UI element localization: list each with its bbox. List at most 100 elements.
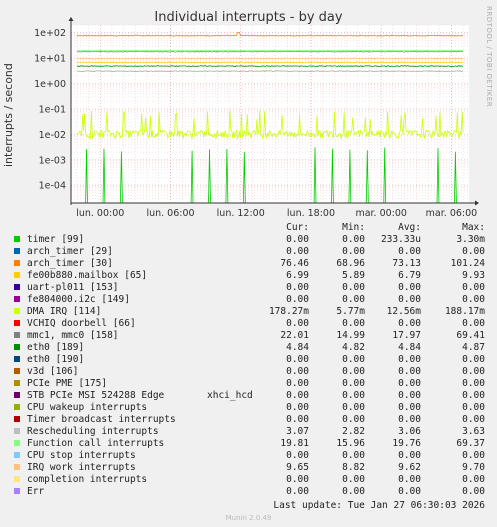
legend-min: 8.82 <box>342 462 365 473</box>
legend-swatch <box>14 452 20 458</box>
legend-min: 5.77m <box>336 306 365 317</box>
legend-cur: 0.00 <box>286 366 309 377</box>
legend-name: arch_timer [30] <box>27 258 113 269</box>
legend-name: PCIe PME [175] <box>27 378 108 389</box>
x-tick-label: lun. 18:00 <box>287 208 335 219</box>
series-line <box>76 57 464 60</box>
legend-swatch <box>14 260 20 266</box>
legend-swatch <box>14 344 20 350</box>
legend-name: Rescheduling interrupts <box>27 426 159 437</box>
chart-title: Individual interrupts - by day <box>154 10 343 25</box>
legend-swatch <box>14 272 20 278</box>
legend-name: Timer broadcast interrupts <box>27 414 176 425</box>
x-tick-label: mar. 06:00 <box>426 208 478 219</box>
legend-avg: 19.76 <box>392 438 421 449</box>
legend-max: 188.17m <box>444 306 485 317</box>
legend-max: 0.00 <box>462 390 485 401</box>
legend-swatch <box>14 404 20 410</box>
legend-swatch <box>14 284 20 290</box>
legend-swatch <box>14 320 20 326</box>
x-tick-label: lun. 00:00 <box>76 208 124 219</box>
legend-row: arch_timer [30] 76.46 68.96 73.13 101.24 <box>0 258 497 270</box>
legend-max: 0.00 <box>462 402 485 413</box>
legend-row: eth0 [189] 4.84 4.82 4.84 4.87 <box>0 342 497 354</box>
legend-row: Err 0.00 0.00 0.00 0.00 <box>0 486 497 498</box>
legend-avg: 9.62 <box>398 462 421 473</box>
legend-min: 15.96 <box>336 438 365 449</box>
rrdtool-credit: RRDTOOL / TOBI OETIKER <box>485 6 493 108</box>
legend-avg: 0.00 <box>398 414 421 425</box>
legend-max: 3.63 <box>462 426 485 437</box>
legend-max: 3.30m <box>456 234 485 245</box>
legend-avg: 233.33u <box>380 234 421 245</box>
legend-swatch <box>14 236 20 242</box>
legend-min: 0.00 <box>342 318 365 329</box>
legend-cur: 0.00 <box>286 390 309 401</box>
legend-min: 0.00 <box>342 450 365 461</box>
y-tick-label: 1e+01 <box>34 54 66 65</box>
legend-avg: 17.97 <box>392 330 421 341</box>
legend-name: Err <box>27 486 45 497</box>
legend-max: 0.00 <box>462 486 485 497</box>
legend-header: Cur: Min: Avg: Max: <box>0 222 497 234</box>
legend-cur: 0.00 <box>286 474 309 485</box>
legend-swatch <box>14 476 20 482</box>
legend-swatch <box>14 392 20 398</box>
x-tick-label: mar. 00:00 <box>355 208 407 219</box>
x-axis-arrow <box>475 200 479 206</box>
legend-max: 0.00 <box>462 282 485 293</box>
y-axis-arrow <box>68 17 74 21</box>
header-cur: Cur: <box>286 222 309 233</box>
legend-name: DMA IRQ [114] <box>27 306 102 317</box>
legend-avg: 0.00 <box>398 282 421 293</box>
legend-cur: 0.00 <box>286 414 309 425</box>
legend-row: Timer broadcast interrupts 0.00 0.00 0.00 0.… <box>0 414 497 426</box>
legend-avg: 0.00 <box>398 318 421 329</box>
y-tick-label: 1e-04 <box>39 181 66 192</box>
legend-max: 0.00 <box>462 414 485 425</box>
legend-row: DMA IRQ [114] 178.27m 5.77m 12.56m 188.17m <box>0 306 497 318</box>
legend-swatch <box>14 380 20 386</box>
legend-max: 0.00 <box>462 318 485 329</box>
y-tick-label: 1e-02 <box>39 130 66 141</box>
header-min: Min: <box>342 222 365 233</box>
legend-name: timer [99] <box>27 234 85 245</box>
legend-max: 0.00 <box>462 474 485 485</box>
legend-row: Function call interrupts 19.81 15.96 19.76 6… <box>0 438 497 450</box>
legend-swatch <box>14 332 20 338</box>
legend-row: timer [99] 0.00 0.00 233.33u 3.30m <box>0 234 497 246</box>
legend-name: STB PCIe MSI 524288 Edge <box>27 390 165 401</box>
legend-row: mmc1, mmc0 [158] 22.01 14.99 17.97 69.41 <box>0 330 497 342</box>
legend-swatch <box>14 488 20 494</box>
legend-cur: 4.84 <box>286 342 309 353</box>
legend-row: v3d [106] 0.00 0.00 0.00 0.00 <box>0 366 497 378</box>
header-max: Max: <box>462 222 485 233</box>
legend-swatch <box>14 248 20 254</box>
legend-cur: 0.00 <box>286 354 309 365</box>
legend-name: eth0 [190] <box>27 354 85 365</box>
y-tick-label: 1e+00 <box>34 79 66 90</box>
legend-cur: 178.27m <box>268 306 309 317</box>
legend-cur: 0.00 <box>286 318 309 329</box>
legend-min: 5.89 <box>342 270 365 281</box>
legend-avg: 3.06 <box>398 426 421 437</box>
legend-avg: 0.00 <box>398 378 421 389</box>
legend-row: CPU stop interrupts 0.00 0.00 0.00 0.00 <box>0 450 497 462</box>
legend-swatch <box>14 356 20 362</box>
legend-extra: xhci_hcd <box>207 390 253 401</box>
legend-min: 68.96 <box>336 258 365 269</box>
series-line <box>76 110 464 140</box>
legend-row: completion interrupts 0.00 0.00 0.00 0.00 <box>0 474 497 486</box>
legend-cur: 6.99 <box>286 270 309 281</box>
series-line <box>76 32 464 37</box>
legend-max: 4.87 <box>462 342 485 353</box>
legend-swatch <box>14 368 20 374</box>
axes: 1e+02 1e+01 1e+00 1e-01 1e-02 1e-03 1e-04 lun. … <box>34 17 479 219</box>
series-line <box>76 49 464 52</box>
legend-min: 0.00 <box>342 414 365 425</box>
legend-cur: 0.00 <box>286 486 309 497</box>
legend-min: 0.00 <box>342 390 365 401</box>
legend-row: Rescheduling interrupts 3.07 2.82 3.06 3.63 <box>0 426 497 438</box>
legend-max: 0.00 <box>462 246 485 257</box>
